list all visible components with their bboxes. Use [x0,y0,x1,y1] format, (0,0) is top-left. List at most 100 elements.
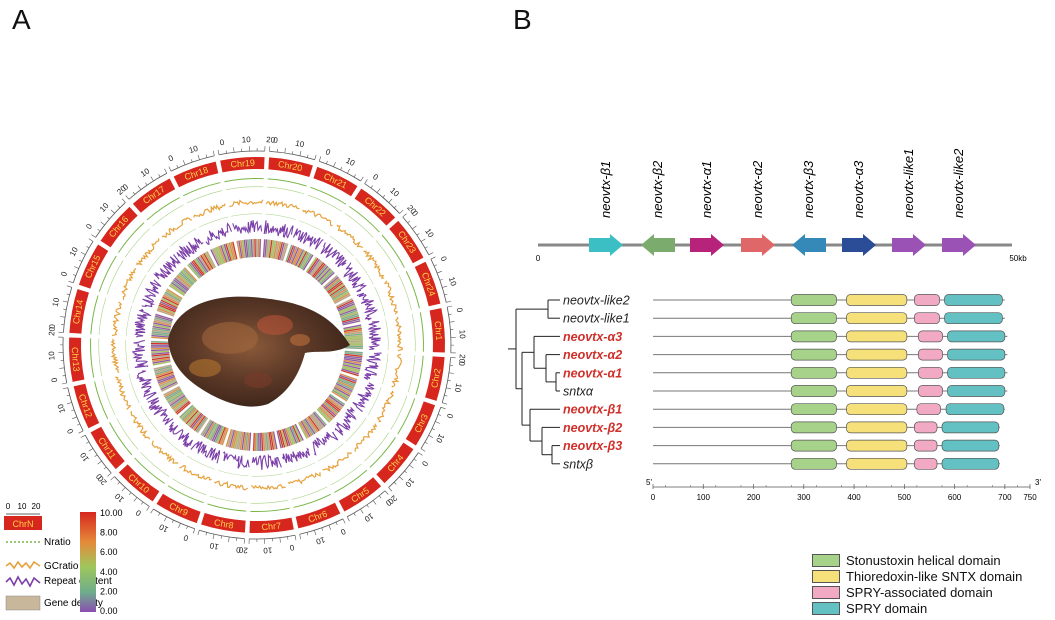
domain-legend-swatch [812,602,840,615]
protein-label: neovtx-like1 [563,312,630,326]
tick-label: 10 [447,276,458,288]
domain-legend-item: SPRY domain [812,601,927,616]
tick-label: 10 [362,511,375,524]
axis-5prime-label: 5' [646,478,652,487]
tick-label: 20 [47,326,57,336]
domain-box [945,403,1005,416]
tick-label: 0 [288,543,294,553]
gene-arrow [641,234,675,256]
panel-a-label: A [12,4,31,35]
tick-label: 0 [48,323,57,329]
tick-label: 0 [445,412,455,420]
protein-domain-row [653,348,1008,361]
domain-box [944,294,1003,306]
domain-box [846,457,908,470]
tick-label: 10 [388,186,401,199]
tick-label: 10 [344,156,357,168]
gene-label: neovtx-β1 [598,161,613,218]
domain-box [941,439,1000,452]
gene-label: neovtx-α1 [699,161,714,218]
legend-nratio-label: Nratio [44,537,71,548]
protein-label: neovtx-β1 [563,403,622,417]
chromosome-chr2: 0 10 Chr2 [341,350,466,405]
domain-box [846,421,908,434]
tick-label: 20 [266,135,276,145]
tick-label: 10 [157,522,170,534]
axis-tick-label: 600 [948,493,962,502]
tick-label: 0 [65,427,75,435]
domain-box [916,403,941,416]
domain-box [947,385,1006,397]
tick-label: 0 [420,459,430,468]
tick-label: 0 [94,472,104,482]
domain-box [918,366,943,379]
tick-label: 0 [339,527,347,537]
axis-tick-label: 400 [847,493,861,502]
colorbar-label: 2.00 [100,586,118,596]
panel-b-label: B [513,4,532,35]
domain-architecture: 0 100 200 300 400 500 600 700 750 5' 3' [646,294,1041,502]
protein-domain-row [653,312,1005,325]
axis-3prime-label: 3' [1035,478,1041,487]
axis-tick-label: 0 [651,493,656,502]
legend-colorbar [80,512,96,612]
chromosome-chr13: 0 10 20 Chr13 [47,326,171,385]
domain-box [846,294,908,306]
domain-box [790,439,837,452]
domain-box [846,403,908,416]
gene-label: neovtx-α2 [750,160,765,218]
domain-box [846,366,908,379]
legend-chr-scale-10: 10 [18,502,27,511]
domain-legend-swatch [812,570,840,583]
domain-legend-item: SPRY-associated domain [812,585,993,600]
tick-label: 10 [403,476,416,489]
domain-box [918,330,943,343]
tick-label: 10 [78,450,91,463]
cluster-scale-end: 50kb [1009,254,1027,263]
domain-box [944,312,1003,325]
legend-chrN-label: ChrN [12,519,33,529]
gene-arrow [589,234,623,256]
tick-label: 10 [457,330,466,340]
tick-label: 10 [263,545,273,554]
tick-label: 10 [56,402,67,414]
domain-legend-swatch [812,586,840,599]
domain-box [790,421,837,434]
tick-label: 10 [314,535,326,546]
protein-label: neovtx-α2 [563,348,622,362]
gene-label: neovtx-like1 [901,149,916,218]
tick-label: 0 [167,153,175,163]
domain-box [790,403,837,416]
domain-box [914,294,940,306]
tick-label: 0 [371,172,380,182]
tick-label: 0 [219,138,225,148]
protein-domain-row [653,457,1000,470]
protein-domain-row [653,294,1005,306]
protein-label: neovtx-like2 [563,294,630,308]
domain-box [947,366,1006,379]
tick-label: 10 [294,139,305,150]
colorbar-label: 6.00 [100,547,118,557]
domain-legend-item: Thioredoxin-like SNTX domain [812,569,1022,584]
legend-chr-scale-20: 20 [32,502,41,511]
chromosome-label: Chr8 [213,517,234,530]
axis-tick-label: 300 [797,493,811,502]
tick-label: 10 [188,144,200,155]
chromosome-chr20: 0 10 Chr20 [262,136,317,261]
tick-label: 0 [384,498,394,508]
gene-arrow [741,234,775,256]
domain-box [941,457,1000,470]
gene-label: neovtx-α3 [851,160,866,218]
tick-label: 10 [434,432,446,445]
protein-domain-row [653,385,1008,397]
cluster-scale-start: 0 [536,254,541,263]
domain-box [914,312,940,325]
protein-label: neovtx-α3 [563,330,622,344]
stonefish-photo [168,296,350,407]
tick-label: 10 [51,296,62,307]
domain-box [790,294,837,306]
